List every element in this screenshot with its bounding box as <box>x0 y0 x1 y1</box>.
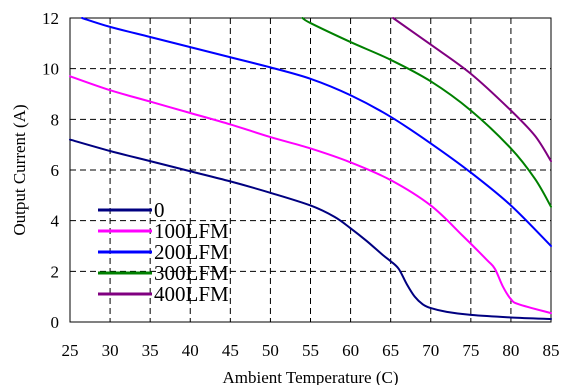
series-line-0 <box>69 138 552 320</box>
series-lines <box>69 17 552 320</box>
x-axis-ticks: 25 30 35 40 45 50 55 60 65 70 75 80 85 <box>62 341 560 360</box>
x-tick-label: 80 <box>502 341 519 360</box>
series-line-2 <box>81 17 552 247</box>
y-tick-label: 10 <box>42 60 59 79</box>
legend-label: 300LFM <box>154 261 229 285</box>
legend-label: 400LFM <box>154 282 229 306</box>
y-axis-ticks: 0 2 4 6 8 10 12 <box>42 9 60 332</box>
y-tick-label: 6 <box>51 161 60 180</box>
y-tick-label: 2 <box>51 262 60 281</box>
x-tick-label: 25 <box>62 341 79 360</box>
plot-area-frame <box>69 17 552 323</box>
y-tick-label: 12 <box>42 9 59 28</box>
legend-label: 100LFM <box>154 219 229 243</box>
x-tick-label: 55 <box>302 341 319 360</box>
grid-lines <box>70 18 551 322</box>
x-tick-label: 75 <box>462 341 479 360</box>
x-tick-label: 40 <box>182 341 199 360</box>
x-tick-label: 35 <box>142 341 159 360</box>
y-tick-label: 0 <box>51 313 60 332</box>
legend-label: 200LFM <box>154 240 229 264</box>
x-axis-title: Ambient Temperature (C) <box>223 368 399 385</box>
series-line-1 <box>69 75 552 315</box>
legend-label: 0 <box>154 198 165 222</box>
series-line-3 <box>301 17 552 208</box>
y-tick-label: 4 <box>51 212 60 231</box>
x-tick-label: 85 <box>543 341 560 360</box>
x-tick-label: 65 <box>382 341 399 360</box>
series-line-4 <box>392 17 552 163</box>
x-tick-label: 50 <box>262 341 279 360</box>
x-tick-label: 60 <box>342 341 359 360</box>
x-tick-label: 30 <box>102 341 119 360</box>
y-axis-title: Output Current (A) <box>10 104 29 235</box>
x-tick-label: 45 <box>222 341 239 360</box>
x-tick-label: 70 <box>422 341 439 360</box>
y-tick-label: 8 <box>51 110 60 129</box>
